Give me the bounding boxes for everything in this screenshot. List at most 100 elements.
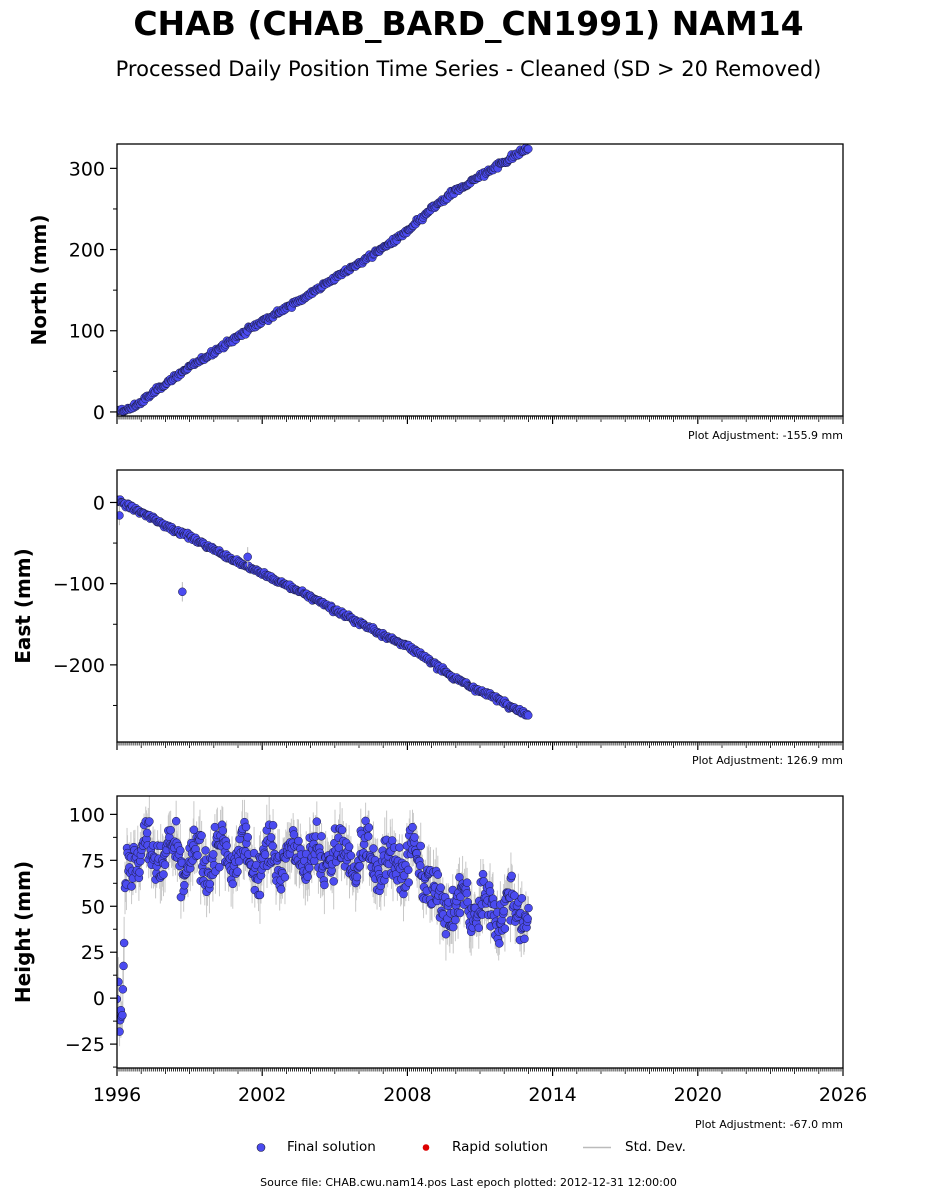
legend: Final solution Rapid solution Std. Dev. [0, 1137, 937, 1157]
final-solution-point [276, 885, 286, 894]
final-solution-point [474, 923, 484, 933]
final-solution-point [243, 832, 252, 842]
final-solution-point [441, 929, 451, 939]
y-axis-label: East (mm) [11, 548, 35, 664]
final-solution-point [117, 994, 122, 1004]
final-solution-points [117, 144, 533, 416]
final-solution-point [210, 822, 220, 832]
final-solution-point [193, 851, 202, 860]
y-tick-label: 0 [93, 402, 105, 424]
y-tick-label: 25 [81, 942, 105, 964]
final-solution-point [455, 908, 465, 918]
final-solution-point [364, 832, 373, 841]
panel-frame [116, 469, 844, 743]
final-solution-point [303, 872, 312, 881]
legend-final-label: Final solution [287, 1139, 376, 1155]
final-solution-point [404, 878, 413, 887]
final-solution-point [451, 915, 460, 925]
final-solution-point [218, 826, 228, 835]
final-solution-point [289, 830, 299, 839]
x-tick-label: 2008 [383, 1084, 431, 1106]
x-tick-label: 2020 [674, 1084, 722, 1106]
final-solution-point [320, 880, 329, 890]
final-solution-point [268, 821, 278, 830]
final-solution-point [118, 985, 128, 994]
x-axis-2 [116, 742, 844, 750]
final-solution-point [166, 825, 175, 835]
final-solution-point [119, 938, 129, 948]
outlier-point [243, 552, 252, 562]
panel-3: 100 75 50 25 0 −25 1996 2002 2008 2014 2020 2026 Hei… [11, 795, 867, 1131]
final-solution-point [337, 825, 347, 835]
final-solution-point [478, 869, 488, 879]
data-points-1 [117, 144, 533, 416]
final-solution-point [159, 870, 168, 879]
final-solution-point [416, 841, 425, 851]
chart-subtitle: Processed Daily Position Time Series - C… [115, 57, 822, 81]
final-solution-point [222, 841, 231, 850]
x-axis-3: 1996 2002 2008 2014 2020 2026 [93, 1068, 867, 1106]
final-solution-point [127, 882, 136, 891]
y-tick-label: 200 [69, 240, 105, 262]
final-solution-point [404, 865, 413, 875]
y-tick-label: 50 [81, 896, 105, 918]
plot-adjustment-note: Plot Adjustment: -67.0 mm [695, 1118, 843, 1131]
x-axis-1 [116, 416, 844, 424]
final-solution-point [241, 822, 251, 832]
y-tick-label: 100 [69, 321, 105, 343]
final-solution-point [255, 890, 265, 900]
final-solution-point [317, 832, 326, 841]
final-solution-point [119, 961, 128, 971]
final-solution-point [495, 939, 504, 948]
final-solution-point [329, 877, 338, 886]
final-solution-point [160, 860, 170, 869]
y-tick-label: 300 [69, 158, 105, 180]
x-tick-label: 1996 [93, 1084, 141, 1106]
final-solution-point [433, 870, 443, 879]
outlier-point [178, 587, 187, 597]
final-solution-marker-icon [256, 1143, 266, 1152]
y-tick-label: 0 [93, 988, 105, 1010]
final-solution-point [180, 880, 189, 890]
data-points-2 [117, 495, 533, 720]
final-solution-point [346, 851, 356, 860]
std-dev-line-icon [583, 1146, 611, 1149]
final-solution-point [500, 924, 510, 933]
rapid-solution-marker-icon [422, 1144, 430, 1151]
plot-adjustment-note: Plot Adjustment: -155.9 mm [688, 429, 843, 442]
y-axis-2: 0 −100 −200 [53, 492, 117, 706]
final-solution-point [266, 833, 276, 842]
y-tick-label: 75 [81, 850, 105, 872]
final-solution-points [117, 495, 533, 720]
final-solution-point [395, 843, 404, 852]
final-solution-point [462, 878, 472, 887]
final-solution-point [344, 842, 354, 852]
x-tick-label: 2002 [238, 1084, 286, 1106]
y-axis-3: 100 75 50 25 0 −25 [65, 804, 117, 1068]
final-solution-point [520, 934, 529, 944]
y-tick-label: 100 [69, 804, 105, 826]
final-solution-point [410, 833, 419, 842]
final-solution-point [499, 906, 509, 916]
final-solution-point [228, 879, 238, 889]
final-solution-point [369, 844, 378, 853]
final-solution-point [205, 879, 215, 889]
final-solution-point [524, 144, 533, 154]
final-solution-point [436, 883, 445, 892]
legend-std-label: Std. Dev. [625, 1139, 686, 1155]
final-solution-point [334, 843, 344, 852]
final-solution-point [208, 850, 218, 859]
final-solution-point [260, 850, 270, 859]
panel-1: 0 100 200 300 North (mm) Plot Adjustment: -15… [27, 143, 844, 442]
final-solution-point [510, 891, 519, 900]
final-solution-swatch [256, 1143, 266, 1152]
x-tick-label: 2026 [819, 1084, 867, 1106]
final-solution-point [171, 816, 181, 826]
y-axis-label: North (mm) [27, 214, 51, 345]
final-solution-point [145, 817, 154, 826]
final-solution-point [117, 1027, 124, 1036]
final-solution-point [294, 836, 303, 846]
final-solution-point [408, 822, 417, 832]
final-solution-point [189, 825, 199, 835]
final-solution-point [201, 846, 210, 855]
